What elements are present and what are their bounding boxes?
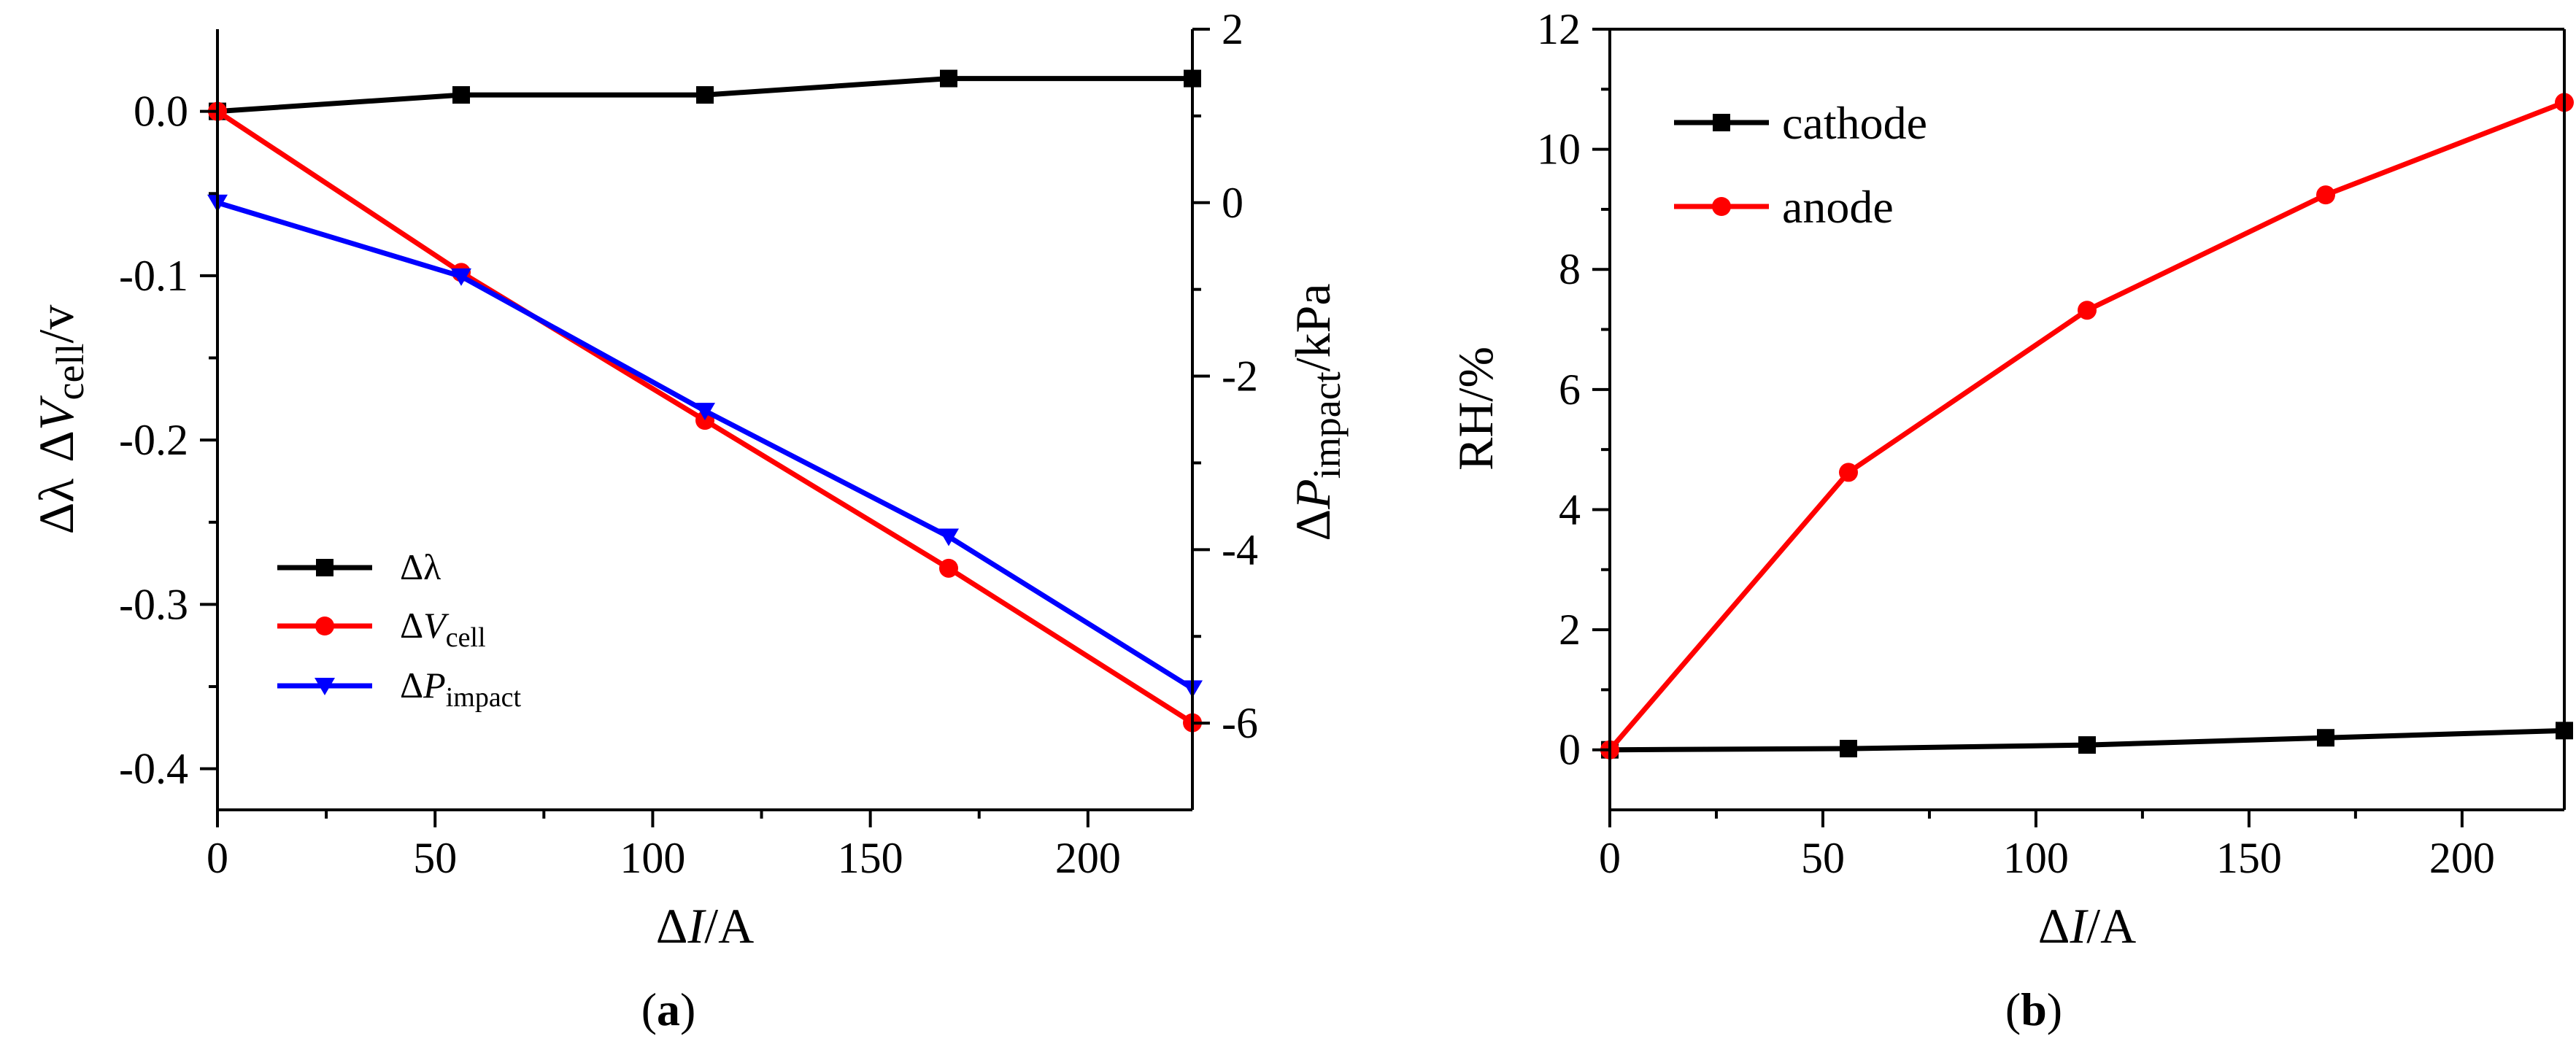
chart-panel-a: 0 50 100 150 2000.0-0.1-0.2-0.3-0.420-2-4-6 … [28,5,1349,1035]
panel-a-x-tick-label: 50 [413,834,457,882]
panel-a-legend-entry-pimpact: ΔPimpact [277,665,522,713]
panel-b-ticks: 0 50 100 150 200 0 2 4 6 8 10 12 [1537,5,2495,882]
panel-a-left-y-tick-label: -0.1 [119,252,188,300]
panel-a-series-pimpact-point [938,528,959,546]
panel-a-legend-marker-vcell [315,617,334,635]
panel-b-series-cathode-point [1840,740,1857,758]
panel-a-x-tick-label: 100 [620,834,685,882]
panel-b-legend: cathode anode [1674,97,1927,233]
panel-b-x-tick-label: 100 [2003,834,2069,882]
panel-b-x-tick-label: 0 [1599,834,1621,882]
panel-b-y-label: RH/% [1448,347,1503,471]
panel-a-series-lambda-point [452,86,470,104]
panel-a-right-y-tick-label: -2 [1222,352,1258,401]
chart-panel-b: 0 50 100 150 200 0 2 4 6 8 10 12 RH/% ΔI/A cathode … [1448,5,2574,1035]
panel-a-left-y-tick-label: -0.4 [119,745,188,793]
panel-a-series-lambda-point [940,69,957,88]
panel-a-right-y-tick-label: 2 [1222,5,1243,53]
panel-b-y-tick-label: 2 [1559,606,1581,654]
panel-b-legend-label-cathode: cathode [1782,97,1927,149]
panel-b-series-anode-point [2316,185,2335,205]
panel-a-right-y-tick-label: -4 [1222,525,1258,573]
panel-a-x-tick-label: 0 [207,834,228,882]
panel-b-y-tick-label: 10 [1537,125,1581,174]
panel-a-series-pimpact-point [695,403,715,421]
panel-b-x-tick-label: 50 [1801,834,1845,882]
panel-b-series-cathode-point [2317,729,2334,747]
panel-b-series-anode-point [2078,301,2097,320]
panel-a-x-tick-label: 200 [1055,834,1121,882]
panel-a-legend-marker-lambda [316,559,333,576]
panel-b-x-label: ΔI/A [2038,898,2136,954]
panel-b-caption: (b) [2005,983,2062,1035]
panel-a-legend-marker-pimpact [315,678,335,695]
panel-b-y-tick-label: 8 [1559,245,1581,293]
panel-b-legend-marker-cathode [1713,114,1730,131]
panel-a-legend-label-lambda: Δλ [400,546,441,587]
panel-b-series-layer [1600,93,2574,760]
panel-a-legend: Δλ ΔVcell ΔPimpact [277,546,522,713]
panel-b-series-anode-line [1608,100,2566,751]
panel-b-legend-entry-cathode: cathode [1674,97,1927,149]
panel-a-series-vcell-point [939,558,958,578]
panel-b-legend-label-anode: anode [1782,181,1894,233]
panel-a-left-y-tick-label: -0.2 [119,416,188,464]
panel-a-right-y-label: ΔPimpact/kPa [1285,283,1349,541]
panel-b-y-tick-label: 4 [1559,485,1581,533]
panel-a-x-tick-label: 150 [838,834,903,882]
panel-b-series-anode-point [1839,463,1858,482]
panel-a-legend-entry-lambda: Δλ [277,546,441,587]
panel-a-left-y-tick-label: -0.3 [119,580,188,628]
panel-a-legend-entry-vcell: ΔVcell [277,605,486,653]
panel-a-right-y-tick-label: 0 [1222,179,1243,227]
panel-b-y-tick-label: 12 [1537,5,1581,53]
panel-a-series-pimpact-line [216,200,1194,691]
panel-b-y-tick-label: 0 [1559,726,1581,774]
panel-b-x-tick-label: 150 [2216,834,2282,882]
panel-b-x-tick-label: 200 [2429,834,2495,882]
panel-a-legend-label-vcell: ΔVcell [400,605,486,653]
panel-b-legend-entry-anode: anode [1674,181,1894,233]
panel-a-left-y-tick-label: 0.0 [134,88,188,136]
panel-a-series-layer [207,69,1203,733]
panel-a-right-y-tick-label: -6 [1222,699,1258,747]
panel-a-left-y-label: ΔλΔVcell/v [28,305,92,535]
panel-a-caption: (a) [641,983,696,1035]
panel-a-ticks: 0 50 100 150 200 0.0 -0.1 -0.2 -0.3 -0.4 2 0 -2 -4 -6 [119,5,1258,882]
panel-b-legend-marker-anode [1712,197,1731,216]
panel-b-y-tick-label: 6 [1559,366,1581,414]
panel-a-series-lambda-point [696,86,714,104]
panel-a-series-pimpact-point [451,268,471,286]
panel-a-legend-label-pimpact: ΔPimpact [400,665,522,713]
panel-b-series-cathode-point [2078,736,2096,754]
panel-a-x-label: ΔI/A [656,898,754,954]
